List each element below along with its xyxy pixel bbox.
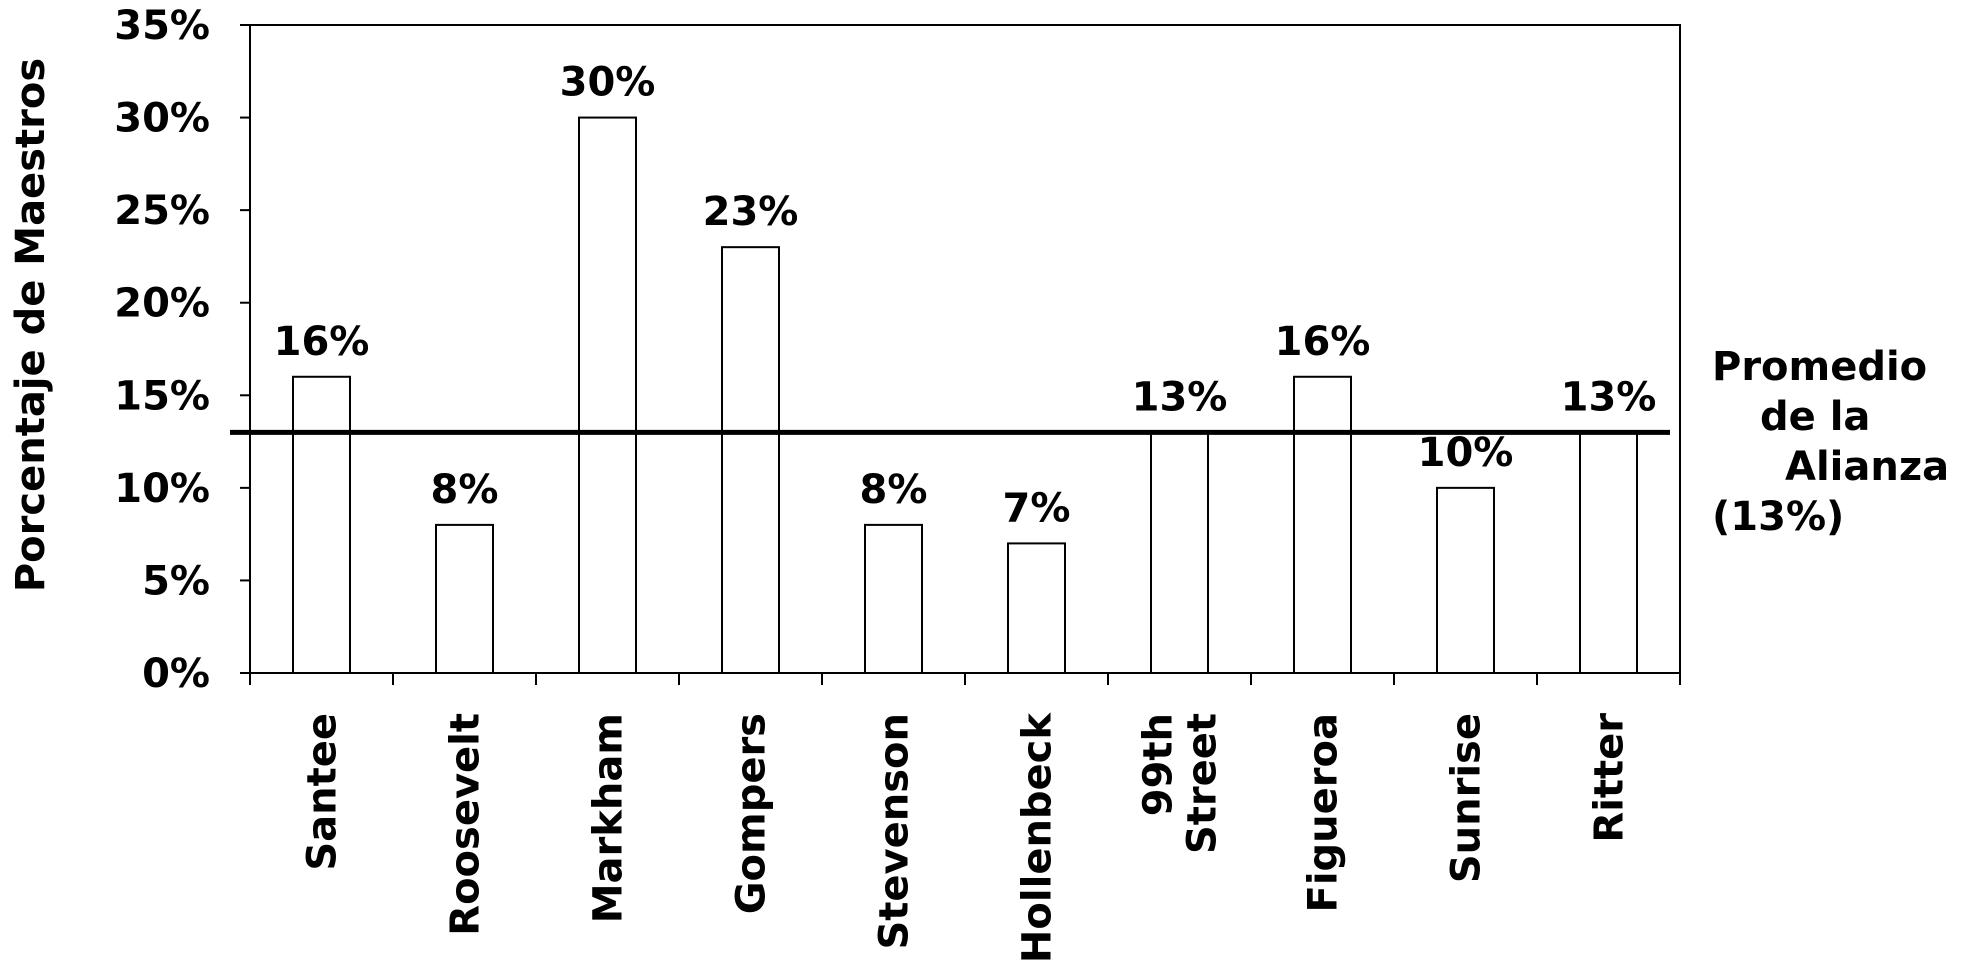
y-tick-label: 25%: [114, 188, 210, 234]
data-label: 30%: [560, 60, 656, 106]
y-axis-title: Porcentaje de Maestros: [8, 58, 54, 592]
average-line-label: (13%): [1712, 494, 1844, 540]
x-category-label: Ritter: [1587, 713, 1633, 843]
data-label: 23%: [703, 189, 799, 235]
bar: [864, 523, 923, 675]
average-line-label: Alianza: [1785, 444, 1949, 490]
data-label: 16%: [1275, 319, 1371, 365]
bar: [1007, 542, 1066, 675]
data-label: 8%: [860, 467, 928, 513]
average-line-label: Promedio: [1712, 344, 1927, 390]
y-tick-label: 30%: [114, 96, 210, 142]
data-label: 7%: [1003, 485, 1071, 531]
x-category-label: Hollenbeck: [1015, 712, 1061, 963]
x-category-label: Stevenson: [872, 713, 918, 950]
bar: [292, 375, 351, 674]
bar: [1436, 486, 1495, 674]
y-tick-label: 5%: [142, 558, 210, 604]
bar: [578, 116, 637, 675]
x-category-label: Roosevelt: [443, 713, 489, 936]
bar: [1579, 431, 1638, 675]
x-category-label: Markham: [586, 713, 632, 923]
data-label: 10%: [1418, 430, 1514, 476]
data-label: 16%: [274, 319, 370, 365]
y-tick-label: 15%: [114, 373, 210, 419]
average-line-label: de la: [1760, 394, 1870, 440]
y-tick-label: 10%: [114, 466, 210, 512]
x-category-label: Street: [1180, 713, 1226, 854]
x-category-label: Santee: [300, 713, 346, 871]
bar: [1293, 375, 1352, 674]
y-tick-label: 20%: [114, 281, 210, 327]
bar: [435, 523, 494, 675]
bar: [721, 246, 780, 675]
y-tick-label: 35%: [114, 3, 210, 49]
y-tick-label: 0%: [142, 651, 210, 697]
data-label: 13%: [1561, 374, 1657, 420]
data-label: 13%: [1132, 374, 1228, 420]
x-category-label: 99th: [1136, 713, 1182, 816]
plot-area: 0% 5% 10% 15% 20% 25% 30% 35% 16% Santee 8% Rooseve…: [114, 3, 1949, 963]
x-category-label: Sunrise: [1444, 713, 1490, 883]
x-category-label: Figueroa: [1301, 713, 1347, 912]
data-label: 8%: [431, 467, 499, 513]
x-category-label: Gompers: [729, 713, 775, 914]
bar: [1150, 431, 1209, 675]
